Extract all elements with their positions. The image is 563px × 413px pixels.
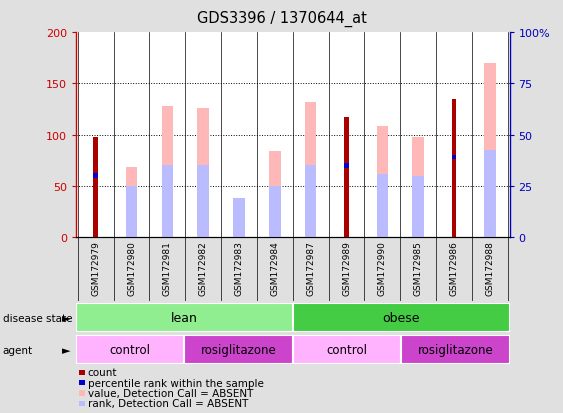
Text: GSM172982: GSM172982 [199,241,208,295]
Bar [452,100,457,155]
Bar [126,186,137,237]
Text: GDS3396 / 1370644_at: GDS3396 / 1370644_at [196,10,367,26]
Text: GSM172983: GSM172983 [235,241,244,295]
Text: rank, Detection Call = ABSENT: rank, Detection Call = ABSENT [88,399,248,408]
Text: rosiglitazone: rosiglitazone [417,343,493,356]
Bar [269,152,280,237]
Text: GSM172988: GSM172988 [485,241,494,295]
Text: percentile rank within the sample: percentile rank within the sample [88,378,263,388]
Text: GSM172990: GSM172990 [378,241,387,295]
Bar [126,168,137,237]
Bar [401,335,510,364]
Bar [484,151,495,237]
Text: ►: ► [62,345,71,355]
Bar [413,176,424,237]
Bar [344,118,349,164]
Text: obese: obese [382,311,420,325]
Bar [452,155,457,160]
Text: rosiglitazone: rosiglitazone [200,343,276,356]
Bar [198,166,209,237]
Bar [377,127,388,237]
Text: count: count [88,368,117,377]
Bar [198,109,209,237]
Bar [185,335,293,364]
Bar [305,166,316,237]
Text: ►: ► [62,313,71,323]
Text: GSM172981: GSM172981 [163,241,172,295]
Bar [293,304,510,332]
Bar [293,335,401,364]
Bar [162,166,173,237]
Text: GSM172987: GSM172987 [306,241,315,295]
Text: GSM172986: GSM172986 [449,241,458,295]
Bar [76,335,185,364]
Text: value, Detection Call = ABSENT: value, Detection Call = ABSENT [88,388,253,398]
Text: agent: agent [3,345,33,355]
Bar [76,304,293,332]
Bar [413,137,424,237]
Bar [484,64,495,237]
Bar [305,102,316,237]
Bar [233,199,245,237]
Text: GSM172979: GSM172979 [91,241,100,295]
Bar [452,100,457,237]
Text: GSM172989: GSM172989 [342,241,351,295]
Text: control: control [110,343,151,356]
Bar [344,118,349,237]
Bar [93,137,98,174]
Bar [377,174,388,237]
Text: GSM172984: GSM172984 [270,241,279,295]
Text: GSM172980: GSM172980 [127,241,136,295]
Bar [93,174,98,178]
Text: lean: lean [171,311,198,325]
Bar [93,137,98,237]
Bar [233,199,245,237]
Bar [344,164,349,168]
Bar [162,107,173,237]
Text: disease state: disease state [3,313,72,323]
Text: GSM172985: GSM172985 [414,241,423,295]
Text: control: control [327,343,368,356]
Bar [269,186,280,237]
